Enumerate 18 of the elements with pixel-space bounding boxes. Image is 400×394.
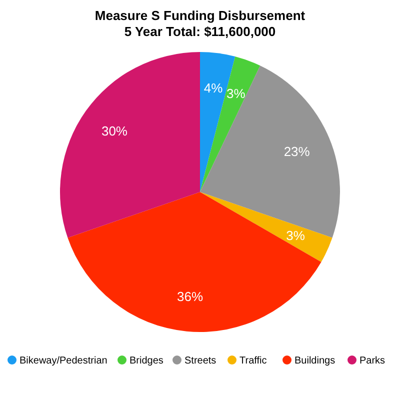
pie-slice xyxy=(60,52,200,238)
chart-title: Measure S Funding Disbursement xyxy=(94,8,306,23)
pie-slice xyxy=(200,192,332,262)
legend-label: Bridges xyxy=(130,356,164,366)
pie-slice xyxy=(68,192,322,332)
chart-subtitle: 5 Year Total: $11,600,000 xyxy=(124,24,276,39)
data-label: 23% xyxy=(284,144,310,159)
data-label: 3% xyxy=(226,86,246,101)
data-label: 4% xyxy=(204,80,224,96)
legend-label: Parks xyxy=(360,356,386,366)
data-label: 3% xyxy=(286,228,306,244)
legend-label: Streets xyxy=(184,356,216,366)
legend-label: Traffic xyxy=(240,356,267,366)
legend-label: Buildings xyxy=(294,356,336,366)
data-label: 30% xyxy=(101,124,128,139)
pie-slice xyxy=(200,56,260,192)
legend-label: Bikeway/Pedestrian xyxy=(20,356,108,366)
data-label: 36% xyxy=(177,289,204,304)
